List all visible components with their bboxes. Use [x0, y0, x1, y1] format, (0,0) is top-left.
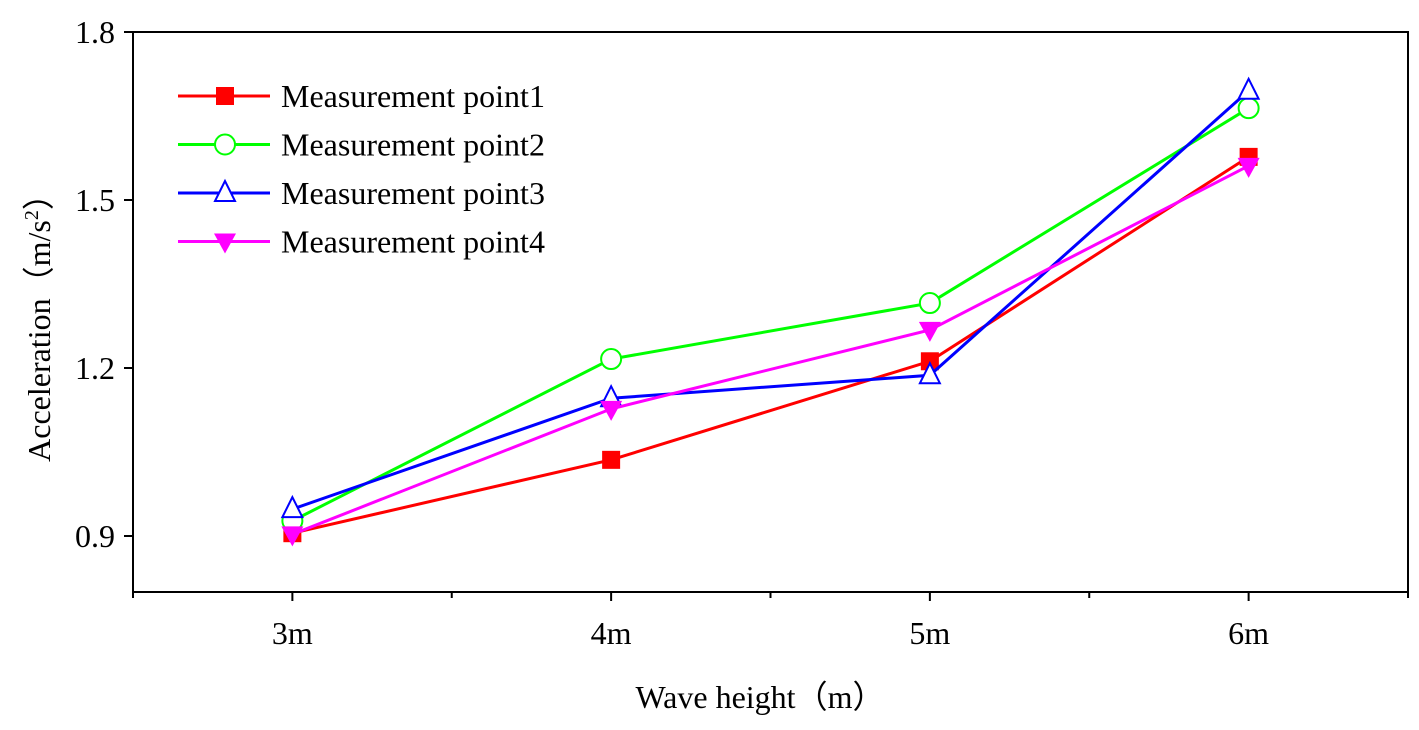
legend-label: Measurement point1: [281, 78, 545, 114]
triangle-down-marker: [600, 400, 623, 421]
y-axis-label: Acceleration（m/s2）: [21, 178, 57, 462]
y-tick-label: 1.2: [75, 350, 115, 386]
x-axis-label: Wave height（m）: [636, 679, 885, 715]
y-tick-label: 0.9: [75, 518, 115, 554]
x-tick-label: 6m: [1228, 615, 1269, 651]
legend-item: Measurement point4: [178, 224, 545, 260]
plot-frame: [132, 31, 1409, 593]
legend-label: Measurement point3: [281, 175, 545, 211]
series-line: [291, 164, 1250, 536]
triangle-up-marker: [280, 494, 304, 519]
series-4: [281, 157, 1260, 547]
triangle-down-marker: [1237, 157, 1260, 178]
circle-marker: [918, 292, 941, 315]
series-3: [280, 76, 1261, 519]
triangle-down-marker: [214, 233, 236, 254]
triangle-down-marker: [918, 321, 941, 342]
x-tick-label: 3m: [272, 615, 313, 651]
triangle-down-marker: [281, 526, 304, 547]
legend-item: Measurement point3: [178, 175, 545, 211]
y-tick-label: 1.8: [75, 14, 115, 50]
y-tick-label: 1.5: [75, 182, 115, 218]
triangle-up-marker: [1237, 76, 1261, 100]
triangle-up-marker: [918, 361, 942, 385]
legend-item: Measurement point1: [178, 78, 545, 114]
series-2: [281, 97, 1260, 532]
legend-label: Measurement point4: [281, 224, 545, 260]
square-marker: [216, 87, 234, 105]
legend-item: Measurement point2: [178, 127, 545, 163]
series-line: [291, 106, 1250, 523]
x-tick-label: 4m: [591, 615, 632, 651]
square-marker: [602, 450, 621, 469]
triangle-up-marker: [213, 178, 237, 202]
x-tick-label: 5m: [909, 615, 950, 651]
circle-marker: [214, 133, 236, 156]
legend-label: Measurement point2: [281, 127, 545, 163]
circle-marker: [600, 348, 623, 371]
series-line: [292, 155, 1250, 535]
series-line: [291, 89, 1250, 511]
circle-marker: [1237, 97, 1260, 120]
